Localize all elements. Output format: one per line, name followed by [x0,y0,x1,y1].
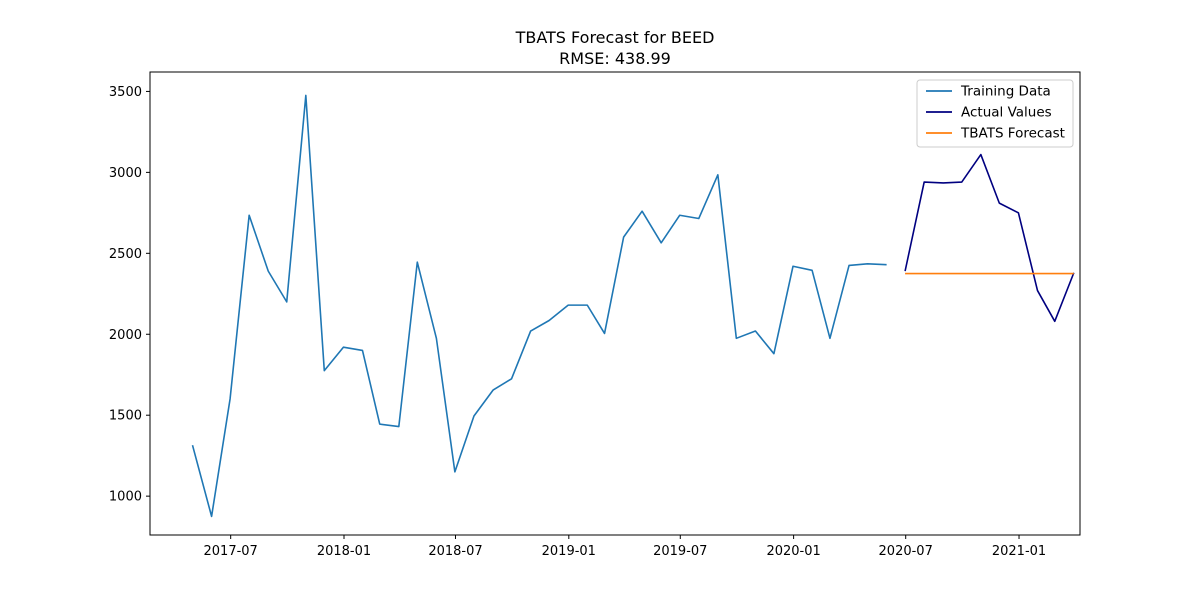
x-tick-label: 2019-07 [653,544,707,559]
y-axis: 1000 1500 2000 2500 3000 3500 [109,85,150,505]
y-tick-label: 1500 [109,409,142,424]
y-tick-label: 2500 [109,247,142,262]
series-line-training-data [191,94,887,518]
chart-subtitle: RMSE: 438.99 [559,49,671,68]
legend-label: Actual Values [961,105,1052,121]
x-axis: 2017-07 2018-01 2018-07 2019-01 2019-07 2020-… [204,535,1046,559]
x-tick-label: 2020-01 [766,544,820,559]
y-tick-label: 1000 [109,490,142,505]
series-line-actual-values [904,153,1075,323]
x-tick-label: 2018-01 [317,544,371,559]
y-tick-label: 3500 [109,85,142,100]
series-layer [191,94,1075,518]
y-tick-label: 3000 [109,166,142,181]
legend: Training Data Actual Values TBATS Forecast [916,79,1074,148]
x-tick-label: 2017-07 [204,544,258,559]
x-tick-label: 2021-01 [992,544,1046,559]
chart-title: TBATS Forecast for BEED [515,28,715,47]
x-tick-label: 2019-01 [542,544,596,559]
legend-label: TBATS Forecast [960,126,1065,142]
x-tick-label: 2018-07 [428,544,482,559]
plot-frame [149,71,1081,536]
y-tick-label: 2000 [109,328,142,343]
legend-label: Training Data [960,84,1051,100]
x-tick-label: 2020-07 [879,544,933,559]
legend-box [916,79,1074,148]
